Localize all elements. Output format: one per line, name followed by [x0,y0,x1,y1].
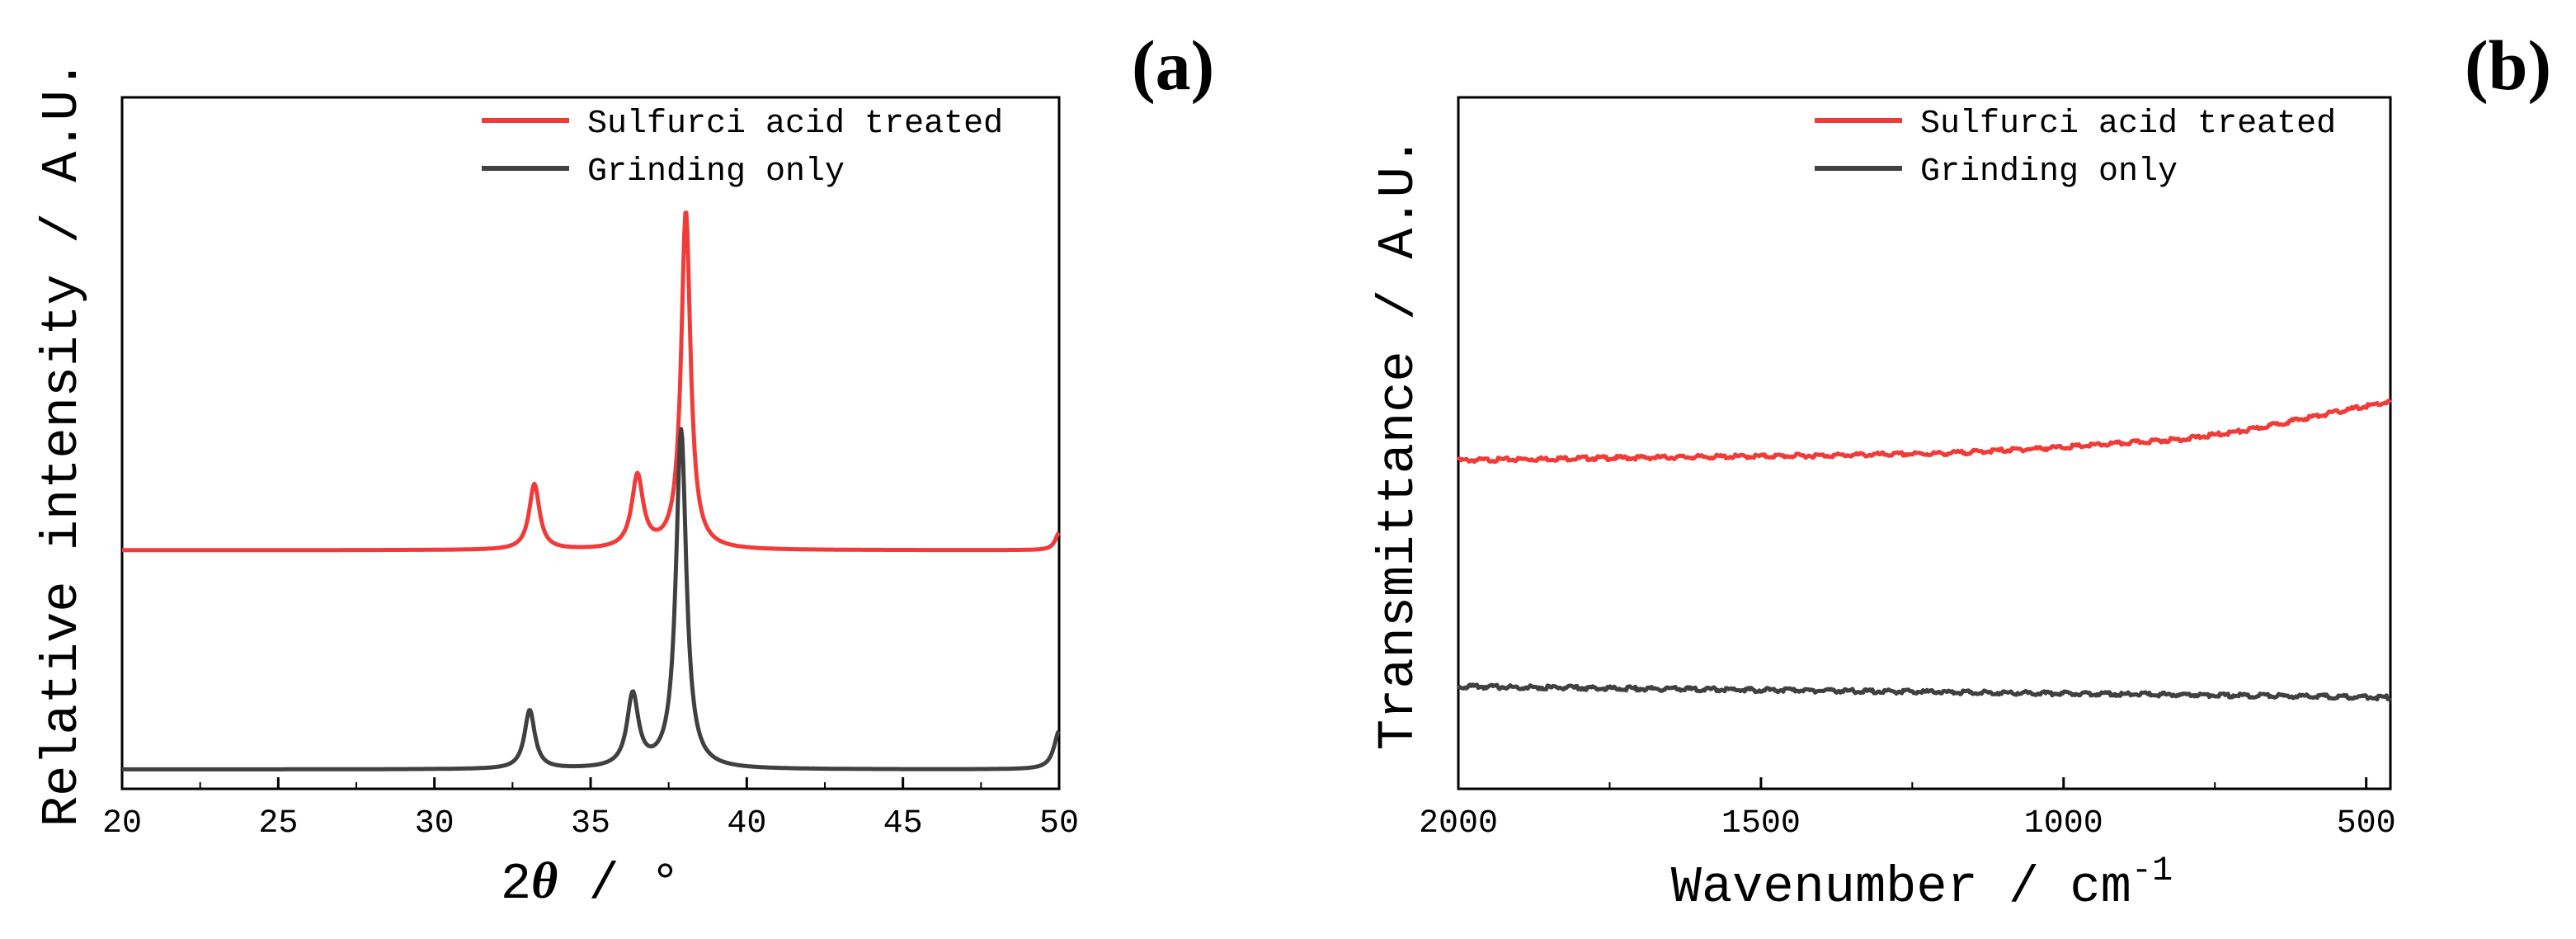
x-tick-label: 45 [883,805,923,842]
panel-b-series [1456,398,2392,702]
legend-label-grinding-only: Grinding only [1920,153,2178,191]
panel-b-x-axis-title: Wavenumber / cm-1 [1671,851,2173,917]
panel-a-tag: (a) [1132,26,1214,105]
panel-a-plot-frame [120,96,1061,790]
x-axis-title-main: Wavenumber / cm [1671,858,2131,917]
panel-b-ir-chart: 2000 1500 1000 500 (b) Sulfurci acid treate… [1369,26,2551,917]
panel-a-y-axis-title: Relative intensity / A.U. [33,59,92,827]
x-tick-label: 2000 [1419,805,1498,842]
panel-b-y-axis-title: Transmittance / A.U. [1369,136,1428,750]
x-tick-label: 500 [2337,805,2396,842]
series-line-grinding-only [120,427,1061,771]
panel-b-plot-frame [1457,96,2392,790]
x-tick-label: 50 [1039,805,1079,842]
panel-a-x-ticks: 20 25 30 35 40 45 50 [102,777,1079,842]
legend-label-grinding-only: Grinding only [587,153,845,191]
x-tick-label: 1500 [1721,805,1801,842]
panel-b-x-ticks: 2000 1500 1000 500 [1419,777,2396,842]
x-tick-label: 20 [102,805,142,842]
x-tick-label: 40 [727,805,766,842]
panel-a-xrd-chart: 20 25 30 35 40 45 50 (a) Sulfurci acid treated… [33,26,1214,913]
legend-label-acid-treated: Sulfurci acid treated [1920,106,2336,143]
panel-b-tag: (b) [2465,26,2551,105]
x-tick-label: 35 [571,805,610,842]
x-axis-title-number: 2 [501,855,531,913]
x-tick-label: 25 [258,805,298,842]
panel-a-legend: Sulfurci acid treated Grinding only [482,106,1003,191]
panel-a-x-axis-title: 2θ / ° [501,853,680,913]
series-line-grinding-only [1456,682,2392,702]
x-tick-label: 30 [415,805,454,842]
panel-a-series [120,210,1061,771]
panel-b-legend: Sulfurci acid treated Grinding only [1815,106,2336,191]
legend-label-acid-treated: Sulfurci acid treated [587,106,1003,143]
series-line-sulfurci-acid-treated [120,210,1061,553]
x-tick-label: 1000 [2024,805,2103,842]
series-line-sulfurci-acid-treated [1456,398,2392,465]
x-axis-title-superscript: -1 [2131,851,2173,890]
x-axis-title-unit: / ° [558,855,680,913]
x-axis-title-theta: θ [531,853,558,909]
